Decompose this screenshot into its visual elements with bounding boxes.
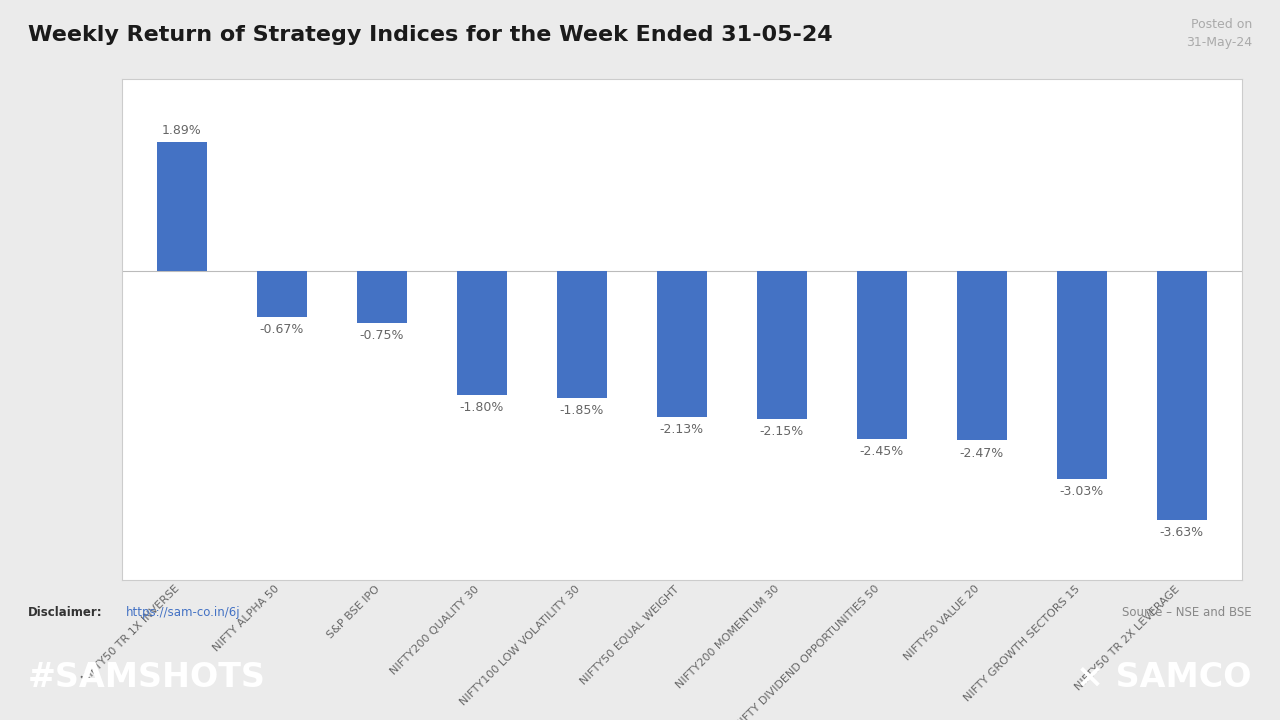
Text: Posted on
31-May-24: Posted on 31-May-24: [1185, 18, 1252, 49]
Text: -2.47%: -2.47%: [960, 446, 1004, 459]
Bar: [1056, 271, 1107, 479]
Text: -3.03%: -3.03%: [1060, 485, 1103, 498]
Text: -1.80%: -1.80%: [460, 401, 504, 414]
Text: -2.15%: -2.15%: [759, 425, 804, 438]
Text: Source – NSE and BSE: Source – NSE and BSE: [1123, 606, 1252, 619]
Bar: [1157, 271, 1207, 520]
Text: #SAMSHOTS: #SAMSHOTS: [28, 661, 266, 694]
Bar: [256, 271, 307, 317]
Text: -2.13%: -2.13%: [659, 423, 704, 436]
Text: -0.75%: -0.75%: [360, 329, 404, 342]
Text: Disclaimer:: Disclaimer:: [28, 606, 102, 619]
Text: -1.85%: -1.85%: [559, 404, 604, 417]
Text: -2.45%: -2.45%: [859, 445, 904, 458]
Bar: [756, 271, 806, 418]
Text: Weekly Return of Strategy Indices for the Week Ended 31-05-24: Weekly Return of Strategy Indices for th…: [28, 25, 833, 45]
Bar: [156, 142, 206, 271]
Bar: [856, 271, 906, 439]
Bar: [657, 271, 707, 417]
Text: -0.67%: -0.67%: [260, 323, 303, 336]
Text: ⨯ SAMCO: ⨯ SAMCO: [1076, 661, 1252, 694]
Bar: [956, 271, 1006, 441]
Text: https://sam-co.in/6j: https://sam-co.in/6j: [125, 606, 241, 619]
Bar: [457, 271, 507, 395]
Text: -3.63%: -3.63%: [1160, 526, 1203, 539]
Text: 1.89%: 1.89%: [161, 124, 201, 137]
Bar: [557, 271, 607, 398]
Bar: [357, 271, 407, 323]
